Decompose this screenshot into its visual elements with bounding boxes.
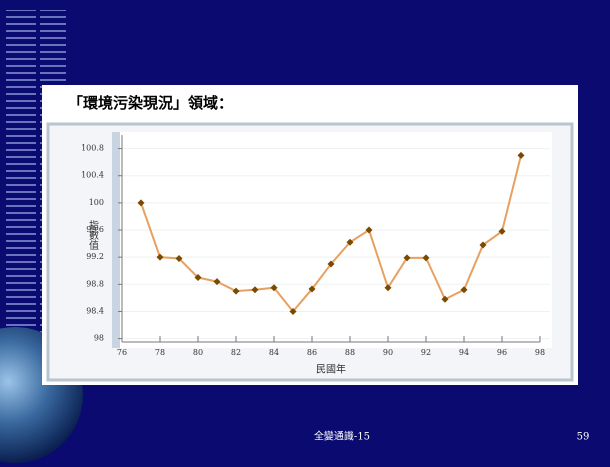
y-tick-label: 100.4 [81,171,104,180]
x-tick-label: 84 [269,348,279,357]
y-tick-label: 99.6 [86,225,104,234]
x-tick-label: 98 [535,348,545,357]
y-axis-label: 指數值 [87,219,99,251]
data-point [270,284,278,292]
data-point [498,227,506,235]
data-point [365,226,373,234]
data-point [517,151,525,159]
x-tick-label: 96 [497,348,507,357]
x-tick-label: 80 [193,348,203,357]
data-point [194,274,202,282]
data-point [213,278,221,286]
footer: 全變通識-15 [314,430,370,443]
data-point [308,285,316,293]
data-point [441,295,449,303]
data-point [137,199,145,207]
data-point [156,253,164,261]
page-number: 59 [577,432,590,443]
data-point [403,254,411,262]
data-point [327,260,335,268]
x-tick-label: 88 [345,348,355,357]
y-tick-label: 98.8 [86,279,104,288]
data-point [232,287,240,295]
data-point [422,254,430,262]
x-tick-label: 92 [421,348,431,357]
x-tick-label: 78 [155,348,165,357]
data-point [251,286,259,294]
x-axis-label: 民國年 [316,363,346,376]
x-tick-label: 90 [383,348,393,357]
y-tick-label: 98 [94,334,104,343]
axis-band [112,132,120,348]
data-point [346,238,354,246]
x-tick-label: 76 [117,348,127,357]
data-point [460,286,468,294]
data-point [384,284,392,292]
y-tick-label: 99.2 [86,252,104,261]
plot-area [112,132,552,348]
data-point [479,241,487,249]
y-tick-label: 98.4 [86,306,104,315]
x-tick-label: 94 [459,348,469,357]
x-tick-label: 82 [231,348,241,357]
data-point [289,307,297,315]
y-tick-label: 100.8 [81,144,104,153]
y-tick-label: 100 [89,198,104,207]
x-tick-label: 86 [307,348,317,357]
data-point [175,255,183,263]
slide-title: 「環境污染現況」領域： [68,94,233,112]
